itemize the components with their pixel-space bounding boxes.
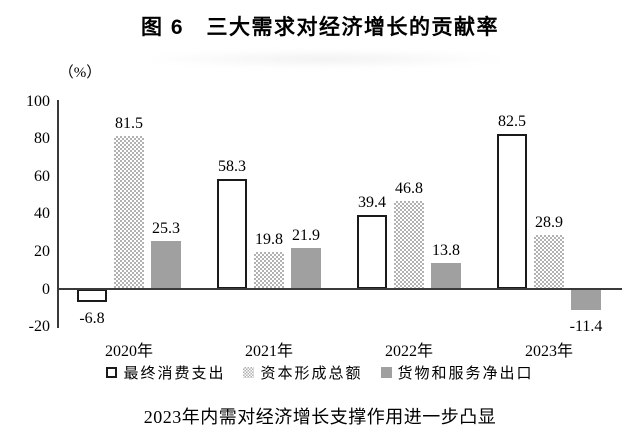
legend-marker-solid (380, 367, 392, 378)
zero-baseline (57, 288, 622, 290)
bar-outline (217, 179, 247, 289)
bar-dotted (534, 234, 564, 289)
bar-value-label: 19.8 (255, 230, 283, 248)
bar-outline (77, 289, 107, 302)
legend-marker-outline (106, 367, 118, 378)
bar-value-label: 13.8 (432, 242, 460, 260)
bar-solid (291, 247, 321, 289)
legend-label: 货物和服务净出口 (397, 366, 534, 382)
y-tick-label: 80 (34, 130, 50, 148)
figure-caption: 2023年内需对经济增长支撑作用进一步凸显 (143, 407, 497, 427)
chart-title: 图 6 三大需求对经济增长的贡献率 (140, 16, 499, 39)
bar-value-label: -11.4 (569, 318, 603, 336)
bar-value-label: 21.9 (292, 226, 320, 244)
x-category-label: 2023年 (524, 343, 573, 360)
legend-marker-dotted (243, 367, 255, 378)
legend-item: 资本形成总额 (243, 362, 362, 383)
bar-value-label: 28.9 (535, 213, 563, 231)
bar-outline (497, 133, 527, 289)
bar-solid (571, 289, 601, 311)
x-category-label: 2022年 (384, 343, 433, 360)
bar-dotted (254, 251, 284, 289)
legend: 最终消费支出 资本形成总额 货物和服务净出口 (0, 362, 640, 383)
bar-outline (357, 214, 387, 289)
legend-item: 最终消费支出 (106, 362, 225, 383)
bar-dotted (114, 135, 144, 289)
bar-value-label: 82.5 (498, 112, 526, 130)
bar-value-label: 58.3 (218, 158, 246, 176)
bar-value-label: 39.4 (358, 193, 386, 211)
y-tick-label: 20 (34, 242, 50, 260)
x-category-label: 2021年 (244, 343, 293, 360)
x-category-label: 2020年 (104, 343, 153, 360)
y-axis-unit-label: （%） (58, 65, 102, 81)
y-tick-label: 60 (34, 167, 50, 185)
bar-value-label: 25.3 (152, 220, 180, 238)
legend-label: 资本形成总额 (260, 366, 363, 382)
y-tick-label: 40 (34, 205, 50, 223)
legend-label: 最终消费支出 (123, 366, 226, 382)
y-axis-line (57, 100, 59, 328)
legend-item: 货物和服务净出口 (380, 362, 534, 383)
y-tick-label: 100 (26, 92, 50, 110)
bar-dotted (394, 201, 424, 289)
y-tick-label: -20 (28, 318, 50, 336)
bar-solid (151, 241, 181, 289)
bar-value-label: 46.8 (395, 180, 423, 198)
bar-solid (431, 263, 461, 289)
scan-artifact (150, 50, 500, 68)
bar-value-label: 81.5 (115, 114, 143, 132)
bar-value-label: -6.8 (79, 309, 105, 327)
y-tick-label: 0 (42, 280, 50, 298)
